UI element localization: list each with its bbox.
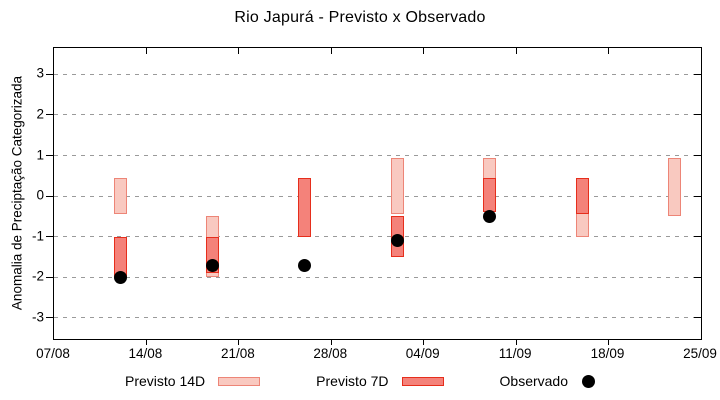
legend-label-previsto-14d: Previsto 14D bbox=[125, 373, 206, 389]
y-tick-left bbox=[46, 276, 54, 278]
x-tick-label: 04/09 bbox=[405, 346, 440, 361]
legend: Previsto 14D Previsto 7D Observado bbox=[0, 373, 720, 389]
y-tick-label: -3 bbox=[31, 309, 44, 325]
gridline bbox=[54, 236, 701, 238]
previsto-14d-bar bbox=[390, 157, 404, 215]
gridline bbox=[54, 114, 701, 116]
x-tick-label: 28/08 bbox=[313, 346, 348, 361]
x-tick-label: 07/08 bbox=[36, 346, 70, 361]
x-tick-bottom bbox=[423, 339, 425, 345]
observado-dot bbox=[298, 258, 312, 272]
x-tick-bottom bbox=[145, 339, 147, 345]
x-tick-label: 25/09 bbox=[683, 346, 717, 361]
x-tick-bottom bbox=[330, 339, 332, 345]
previsto-14d-bar bbox=[668, 157, 682, 217]
y-tick-label: -2 bbox=[31, 268, 44, 284]
x-tick-label: 21/08 bbox=[220, 346, 255, 361]
legend-item-previsto-14d: Previsto 14D bbox=[125, 373, 261, 389]
x-tick-top bbox=[238, 48, 240, 54]
y-tick-label: 2 bbox=[36, 106, 44, 122]
observado-dot-icon bbox=[582, 374, 595, 388]
previsto-7d-swatch-icon bbox=[401, 376, 444, 386]
x-tick-label: 18/09 bbox=[590, 346, 625, 361]
x-tick-bottom bbox=[608, 339, 610, 345]
y-tick-left bbox=[46, 195, 54, 197]
y-tick-label: 1 bbox=[36, 147, 44, 163]
observado-dot bbox=[205, 258, 219, 272]
previsto-14d-swatch-icon bbox=[218, 376, 261, 386]
previsto-7d-bar bbox=[483, 177, 497, 213]
chart-title: Rio Japurá - Previsto x Observado bbox=[234, 9, 486, 26]
legend-label-observado: Observado bbox=[499, 373, 568, 389]
observado-dot bbox=[390, 234, 404, 248]
y-tick-right bbox=[694, 114, 701, 116]
x-tick-top bbox=[145, 48, 147, 54]
y-tick-right bbox=[694, 73, 701, 75]
y-tick-left bbox=[46, 114, 54, 116]
legend-item-previsto-7d: Previsto 7D bbox=[316, 373, 444, 389]
observado-dot bbox=[483, 209, 497, 223]
y-tick-left bbox=[46, 155, 54, 157]
y-tick-label: 3 bbox=[36, 65, 44, 81]
plot-area bbox=[46, 47, 702, 345]
y-tick-left bbox=[46, 73, 54, 75]
gridline bbox=[54, 317, 701, 319]
x-tick-top bbox=[515, 48, 517, 54]
observado-dot bbox=[113, 270, 127, 284]
legend-item-observado: Observado bbox=[500, 373, 595, 389]
legend-label-previsto-7d: Previsto 7D bbox=[316, 373, 389, 389]
gridline bbox=[54, 155, 701, 157]
gridline bbox=[54, 195, 701, 197]
y-tick-right bbox=[694, 236, 701, 238]
previsto-14d-bar bbox=[113, 177, 127, 215]
y-tick-right bbox=[694, 276, 701, 278]
y-tick-right bbox=[694, 155, 701, 157]
y-tick-left bbox=[46, 317, 54, 319]
y-tick-left bbox=[46, 236, 54, 238]
y-tick-right bbox=[694, 195, 701, 197]
gridline bbox=[54, 73, 701, 75]
gridline bbox=[54, 276, 701, 278]
x-tick-bottom bbox=[515, 339, 517, 345]
x-tick-label: 11/09 bbox=[498, 346, 532, 361]
x-tick-top bbox=[608, 48, 610, 54]
y-tick-label: -1 bbox=[31, 228, 44, 244]
previsto-7d-bar bbox=[298, 177, 312, 237]
x-tick-top bbox=[330, 48, 332, 54]
y-tick-label: 0 bbox=[36, 187, 44, 203]
previsto-7d-bar bbox=[575, 177, 589, 215]
x-tick-label: 14/08 bbox=[128, 346, 163, 361]
y-tick-right bbox=[694, 317, 701, 319]
x-tick-bottom bbox=[238, 339, 240, 345]
x-tick-top bbox=[423, 48, 425, 54]
